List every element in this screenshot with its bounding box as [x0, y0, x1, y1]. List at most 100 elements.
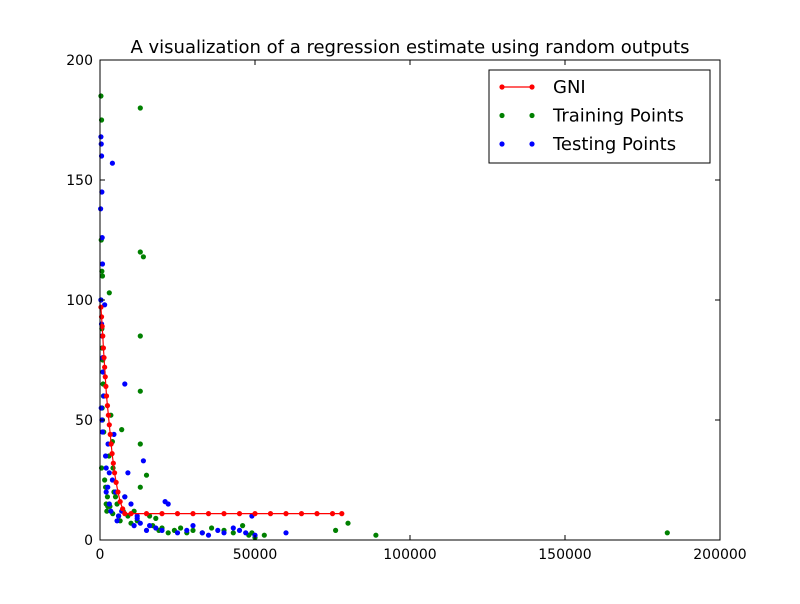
- data-point: [373, 532, 379, 538]
- y-tick-label: 150: [66, 173, 93, 189]
- data-point: [140, 458, 146, 464]
- series-0: [98, 304, 345, 517]
- data-point: [104, 403, 111, 409]
- data-point: [104, 494, 111, 500]
- data-point: [109, 160, 115, 166]
- data-point: [174, 530, 181, 536]
- data-point: [99, 261, 106, 267]
- data-point: [190, 523, 196, 529]
- y-tick-label: 50: [75, 413, 93, 429]
- data-point: [128, 501, 134, 507]
- data-point: [111, 470, 118, 476]
- data-point: [98, 206, 104, 212]
- chart-title: A visualization of a regression estimate…: [130, 37, 689, 58]
- data-point: [137, 249, 143, 255]
- data-point: [122, 381, 128, 387]
- data-point: [119, 427, 125, 433]
- data-point: [100, 333, 106, 339]
- data-point: [230, 530, 236, 536]
- data-point: [106, 290, 112, 296]
- data-point: [101, 355, 107, 361]
- data-point: [99, 323, 105, 329]
- data-point: [98, 141, 104, 147]
- data-point: [105, 484, 111, 490]
- data-point: [103, 465, 109, 471]
- data-point: [137, 333, 143, 339]
- legend-label: GNI: [553, 77, 586, 98]
- data-point: [333, 527, 339, 534]
- legend-marker: [499, 141, 505, 147]
- data-point: [329, 510, 336, 517]
- data-point: [261, 532, 267, 538]
- data-point: [102, 374, 108, 380]
- series-2: [98, 134, 289, 538]
- data-point: [267, 510, 274, 517]
- data-point: [178, 525, 184, 531]
- data-point: [99, 273, 106, 279]
- data-point: [143, 527, 150, 534]
- data-point: [283, 530, 289, 536]
- data-point: [283, 510, 289, 517]
- data-point: [137, 520, 143, 526]
- data-point: [116, 513, 122, 519]
- data-point: [103, 393, 110, 399]
- data-point: [106, 422, 112, 428]
- legend-entry: GNI: [499, 77, 586, 98]
- data-point: [190, 527, 196, 534]
- x-tick-label: 200000: [693, 547, 746, 563]
- series-layer: [98, 93, 670, 541]
- legend-label: Training Points: [552, 106, 684, 127]
- legend-marker: [529, 141, 535, 147]
- data-point: [100, 345, 107, 351]
- data-point: [103, 383, 109, 389]
- data-point: [159, 510, 165, 517]
- x-tick-label: 100000: [383, 547, 436, 563]
- y-tick-label: 0: [84, 533, 93, 549]
- data-point: [106, 501, 112, 507]
- series-line: [100, 307, 342, 515]
- data-point: [113, 479, 119, 485]
- data-point: [221, 510, 227, 517]
- data-point: [107, 431, 113, 437]
- data-point: [159, 527, 165, 534]
- data-point: [109, 451, 115, 457]
- data-point: [240, 523, 246, 529]
- data-point: [215, 527, 221, 534]
- data-point: [102, 453, 109, 459]
- data-point: [110, 460, 116, 466]
- data-point: [99, 429, 106, 435]
- data-point: [174, 510, 181, 517]
- data-point: [98, 304, 104, 310]
- data-point: [137, 484, 143, 490]
- data-point: [99, 235, 105, 241]
- data-point: [147, 523, 153, 529]
- data-point: [108, 508, 114, 514]
- data-point: [99, 268, 105, 274]
- x-tick-label: 150000: [538, 547, 591, 563]
- data-point: [98, 134, 104, 140]
- data-point: [243, 530, 249, 536]
- data-point: [102, 364, 108, 370]
- data-point: [209, 525, 215, 531]
- data-point: [236, 510, 243, 517]
- legend-entry: Testing Points: [499, 134, 676, 155]
- data-point: [131, 523, 137, 529]
- legend-entry: Training Points: [499, 106, 684, 127]
- data-point: [143, 510, 150, 517]
- data-point: [143, 472, 150, 478]
- data-point: [162, 499, 168, 505]
- data-point: [314, 510, 320, 517]
- y-tick-label: 100: [66, 293, 93, 309]
- legend-box: [488, 69, 711, 164]
- ticks-layer: 0 50000 100000 150000 200000 0 50 100 150 200: [66, 53, 746, 563]
- data-point: [199, 530, 205, 536]
- data-point: [345, 520, 351, 526]
- legend: GNI Training Points Testing Points: [488, 69, 711, 164]
- data-point: [298, 510, 305, 517]
- legend-marker: [499, 112, 505, 119]
- data-point: [137, 105, 143, 111]
- data-point: [122, 510, 128, 517]
- data-point: [221, 530, 227, 536]
- data-point: [115, 489, 121, 495]
- data-point: [252, 510, 258, 517]
